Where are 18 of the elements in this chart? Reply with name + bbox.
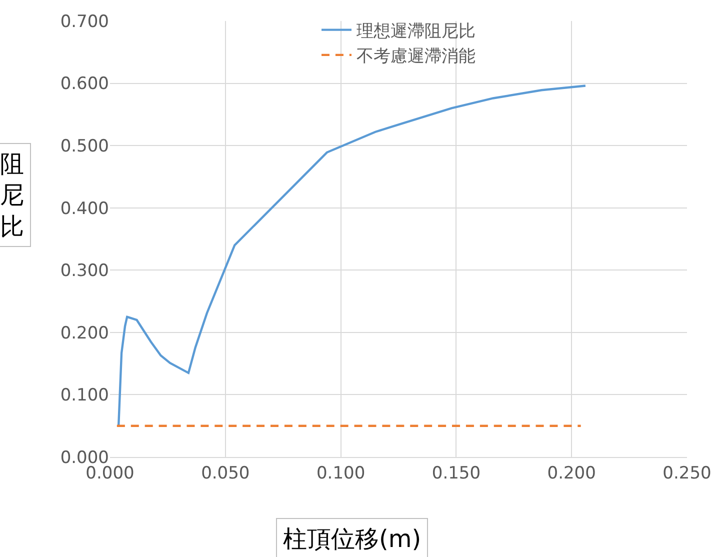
y-tick-label: 0.400	[60, 198, 109, 219]
x-tick-label: 0.000	[86, 463, 134, 484]
y-tick-label: 0.200	[60, 323, 109, 344]
line-series	[117, 84, 587, 428]
legend-label: 理想遲滯阻尼比	[356, 21, 476, 42]
y-tick-label: 0.700	[60, 12, 109, 32]
y-axis-title: 阻尼比	[0, 150, 24, 240]
x-tick-label: 0.100	[316, 463, 366, 484]
y-tick-label: 0.300	[60, 261, 109, 282]
y-tick-label: 0.500	[60, 136, 109, 157]
legend-label: 不考慮遲滯消能	[356, 46, 476, 67]
y-tick-label: 0.600	[60, 74, 109, 94]
x-axis-title: 柱頂位移(m)	[283, 525, 422, 553]
y-tick-label: 0.100	[60, 386, 109, 406]
x-tick-label: 0.050	[201, 463, 250, 484]
x-tick-label: 0.200	[547, 463, 596, 484]
x-tick-label: 0.150	[432, 463, 481, 484]
x-tick-label: 0.250	[662, 463, 712, 484]
